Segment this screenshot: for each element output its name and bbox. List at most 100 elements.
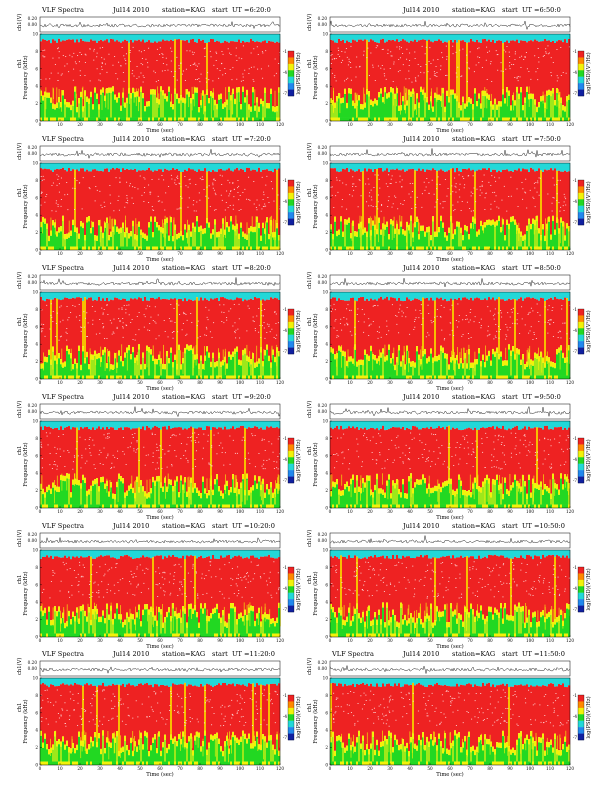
x-tick-label: 60 <box>157 766 163 771</box>
colorbar-segment <box>578 457 584 464</box>
y-tick-label: 10 <box>33 676 39 681</box>
x-tick-label: 30 <box>387 638 393 643</box>
x-tick-label: 110 <box>256 766 264 771</box>
colorbar-segment <box>288 199 294 206</box>
ch1-axis-label: ch1(V) <box>16 401 23 418</box>
x-tick-label: 60 <box>157 122 163 127</box>
x-tick-label: 110 <box>546 509 554 514</box>
x-tick-label: 100 <box>236 638 244 643</box>
ch1-trace-line <box>329 278 571 288</box>
ch1-axis-label: ch1(V) <box>306 143 313 160</box>
ch1-axis-label: ch1(V) <box>16 530 23 547</box>
colorbar-segment <box>288 701 294 709</box>
x-tick-label: 40 <box>117 509 123 514</box>
colorbar-tick-label: -7 <box>573 220 577 225</box>
ch1-trace-frame <box>329 403 571 420</box>
colorbar-tick-label: -7 <box>573 735 577 740</box>
y-tick-label: 4 <box>35 342 38 347</box>
panel-title-station: station=KAG <box>452 650 495 658</box>
panel-title-date: Jul14 2010 <box>112 522 149 530</box>
x-tick-label: 50 <box>427 251 433 256</box>
x-tick-label: 20 <box>77 380 83 385</box>
x-tick-label: 80 <box>197 380 203 385</box>
x-tick-label: 90 <box>507 509 513 514</box>
colorbar-segment <box>578 707 584 715</box>
colorbar-segment <box>578 83 584 90</box>
colorbar-tick-label: -4 <box>573 70 577 75</box>
y-tick-label: 10 <box>323 290 329 295</box>
x-axis-label: Time (sec) <box>436 256 463 262</box>
colorbar-label: log(PSD)(V²/Hz) <box>295 568 302 610</box>
colorbar-segment <box>288 463 294 471</box>
ch1-trace-frame <box>39 145 281 162</box>
panel-title-ut: start UT =8:50:0 <box>502 264 561 272</box>
y-tick-label: 2 <box>325 230 328 235</box>
spectrogram-image <box>330 163 571 250</box>
y-tick-label: 10 <box>323 32 329 37</box>
x-tick-label: 10 <box>57 638 63 643</box>
y-tick-label: 8 <box>35 307 38 312</box>
colorbar-segment <box>578 218 584 226</box>
colorbar-segment <box>578 315 584 323</box>
colorbar-segment <box>288 457 294 464</box>
spectrogram-panel: VLF Spectra Jul14 2010 station=KAG start UT… <box>16 393 302 520</box>
colorbar-segment <box>288 76 294 84</box>
x-tick-label: 40 <box>117 638 123 643</box>
colorbar-label: log(PSD)(V²/Hz) <box>295 52 302 94</box>
colorbar-tick-label: -7 <box>283 735 287 740</box>
colorbar-segment <box>578 605 584 613</box>
x-tick-label: 50 <box>427 766 433 771</box>
x-tick-label: 60 <box>447 380 453 385</box>
x-tick-label: 20 <box>367 122 373 127</box>
x-tick-label: 120 <box>276 766 284 771</box>
x-tick-label: 10 <box>57 509 63 514</box>
ch1-trace-line <box>39 406 281 418</box>
x-axis-label: Time (sec) <box>146 127 173 133</box>
panel-title-label: VLF Spectra <box>41 393 84 401</box>
x-tick-label: 120 <box>566 638 574 643</box>
x-tick-label: 100 <box>236 251 244 256</box>
y-tick-label: 0 <box>325 635 328 640</box>
colorbar-frame <box>287 308 295 355</box>
spectrogram-panel: VLF Spectra Jul14 2010 station=KAG start UT… <box>16 522 302 649</box>
y-axis-label: Frequency (kHz) <box>22 184 29 228</box>
colorbar-tick-label: -7 <box>573 349 577 354</box>
ch1-tick-label: 0.20 <box>318 145 328 150</box>
y-tick-label: 10 <box>33 419 39 424</box>
panel-title-label: VLF Spectra <box>331 650 374 658</box>
y-tick-label: 10 <box>323 676 329 681</box>
y-tick-label: 6 <box>35 453 38 458</box>
spectrogram-panel: VLF Spectra Jul14 2010 station=KAG start UT… <box>16 6 302 133</box>
x-tick-label: 60 <box>447 122 453 127</box>
colorbar-frame <box>577 566 585 613</box>
x-tick-label: 0 <box>39 122 42 127</box>
ch1-trace-line <box>39 21 281 30</box>
colorbar-label: log(PSD)(V²/Hz) <box>295 181 302 223</box>
x-tick-label: 90 <box>217 638 223 643</box>
ch1-trace-line <box>39 666 281 675</box>
ch1-axis-label: ch1(V) <box>306 14 313 31</box>
x-axis-label: Time (sec) <box>436 385 463 391</box>
y-tick-label: 8 <box>325 307 328 312</box>
x-tick-label: 30 <box>97 122 103 127</box>
colorbar-label: log(PSD)(V²/Hz) <box>295 439 302 481</box>
colorbar-segment <box>578 63 584 71</box>
colorbar-segment <box>578 186 584 194</box>
y-tick-label: 8 <box>325 49 328 54</box>
colorbar-label: log(PSD)(V²/Hz) <box>295 696 302 738</box>
ch1-axis-label: ch1(V) <box>16 272 23 289</box>
x-tick-label: 110 <box>256 380 264 385</box>
x-tick-label: 0 <box>329 122 332 127</box>
x-tick-label: 40 <box>117 251 123 256</box>
x-tick-label: 100 <box>236 509 244 514</box>
x-tick-label: 80 <box>197 638 203 643</box>
ch1-tick-label: 0.00 <box>28 666 38 671</box>
panel-title-station: station=KAG <box>162 393 205 401</box>
x-tick-label: 60 <box>157 509 163 514</box>
y-tick-label: 2 <box>325 101 328 106</box>
ch1-tick-label: 0.00 <box>28 538 38 543</box>
x-tick-label: 80 <box>487 122 493 127</box>
ch1-axis-label: ch1(V) <box>306 272 313 289</box>
x-axis-label: Time (sec) <box>436 771 463 777</box>
colorbar-segment <box>288 63 294 71</box>
